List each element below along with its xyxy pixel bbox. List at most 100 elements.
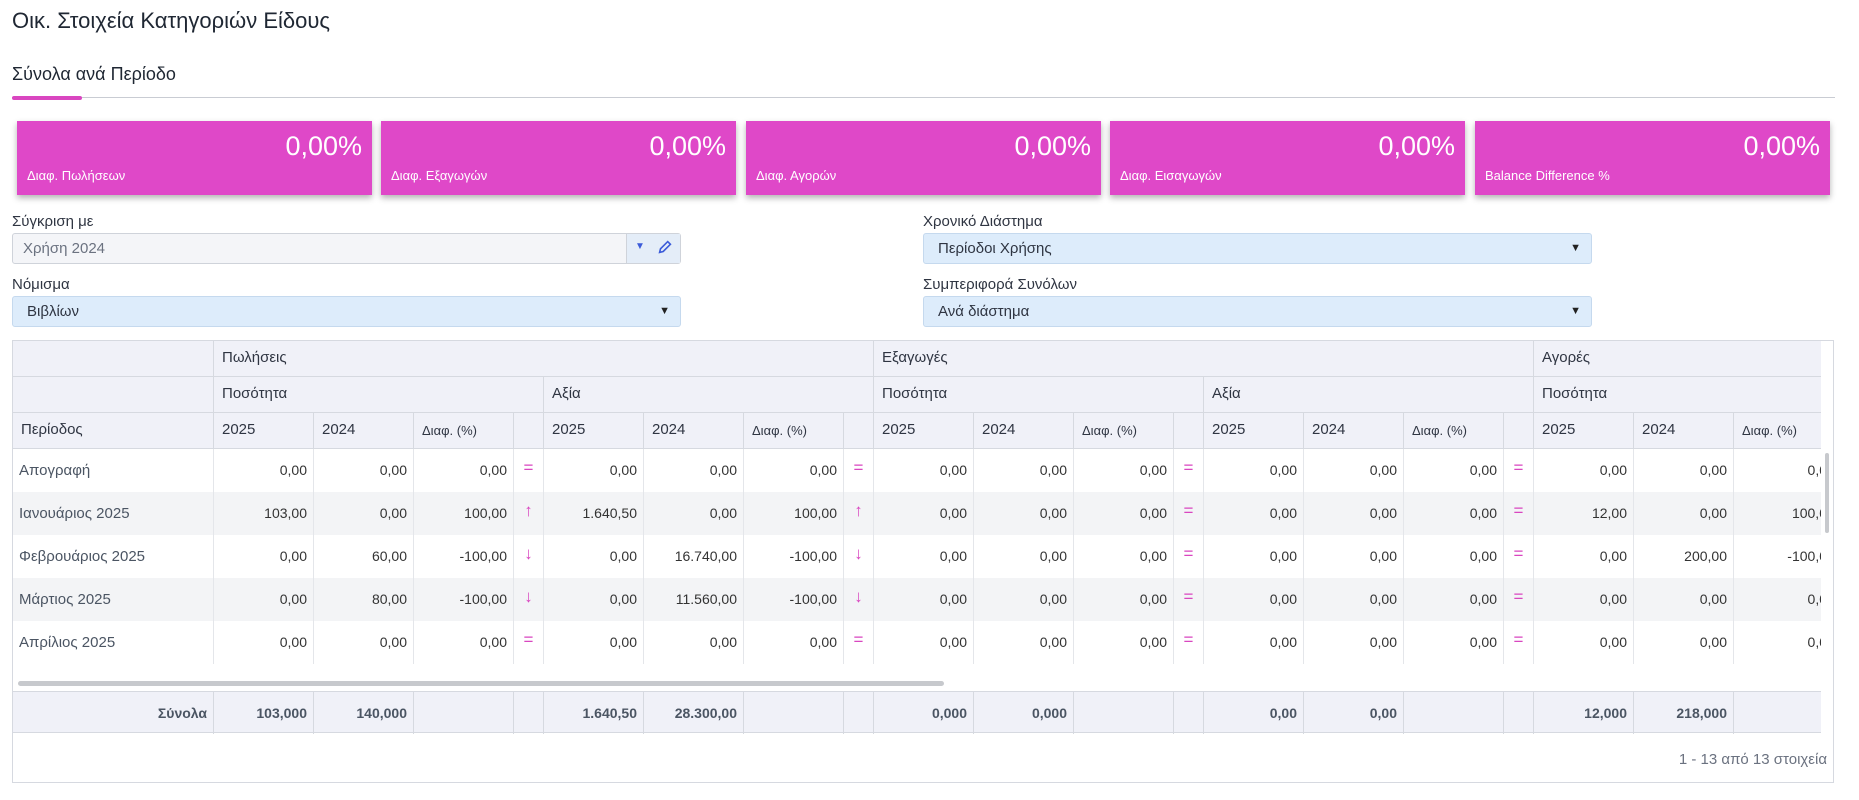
totals-label: Σύνολα bbox=[157, 705, 207, 721]
table-cell: -100,00 bbox=[743, 535, 843, 578]
totals-cell: 0,00 bbox=[1203, 692, 1303, 734]
header-year-current[interactable]: 2025 bbox=[213, 413, 313, 449]
header-diff-label[interactable]: Διαφ. (%) bbox=[1073, 413, 1173, 449]
table-cell: 0,00 bbox=[1073, 449, 1173, 492]
table-cell: 0,00 bbox=[313, 492, 413, 535]
table-cell: 0,00 bbox=[1633, 449, 1733, 492]
table-cell: 0,00 bbox=[1073, 535, 1173, 578]
header-indicator bbox=[1503, 413, 1533, 449]
tab-bar: Σύνολα ανά Περίοδο bbox=[12, 60, 1835, 100]
header-diff-label[interactable]: Διαφ. (%) bbox=[1733, 413, 1833, 449]
header-year-previous[interactable]: 2024 bbox=[643, 413, 743, 449]
table-cell: 0,0 bbox=[1733, 578, 1821, 621]
table-cell: 0,00 bbox=[1633, 492, 1733, 535]
tab-totals-per-period[interactable]: Σύνολα ανά Περίοδο bbox=[12, 64, 176, 84]
table-cell: 0,00 bbox=[1073, 492, 1173, 535]
table-cell: 100,0 bbox=[1733, 492, 1821, 535]
table-cell: 0,00 bbox=[1403, 535, 1503, 578]
table-cell: 0,00 bbox=[1403, 578, 1503, 621]
header-diff-label[interactable]: Διαφ. (%) bbox=[743, 413, 843, 449]
table-cell: 0,00 bbox=[873, 578, 973, 621]
table-cell: 0,00 bbox=[1303, 535, 1403, 578]
table-row[interactable]: Φεβρουάριος 2025 0,00 60,00 -100,00 ↓ 0,00 16.… bbox=[13, 535, 1821, 578]
header-indicator bbox=[513, 413, 543, 449]
totals-cell: 28.300,00 bbox=[643, 692, 743, 734]
period-select[interactable]: Περίοδοι Χρήσης ▼ bbox=[923, 233, 1592, 264]
table-row[interactable]: Απογραφή 0,00 0,00 0,00 = 0,00 0,00 0,00 = 0,00 0,… bbox=[13, 449, 1821, 492]
table-cell: 0,0 bbox=[1733, 621, 1821, 664]
horizontal-scrollbar[interactable] bbox=[18, 681, 944, 686]
header-year-previous[interactable]: 2024 bbox=[1303, 413, 1403, 449]
equal-icon: = bbox=[1503, 578, 1533, 621]
table-cell: 0,00 bbox=[643, 449, 743, 492]
totals-behavior-select[interactable]: Ανά διάστημα ▼ bbox=[923, 296, 1592, 327]
kpi-value: 0,00% bbox=[1378, 131, 1455, 161]
arrow-down-icon: ↓ bbox=[513, 535, 543, 578]
table-cell: 0,00 bbox=[973, 449, 1073, 492]
header-exports-value: Αξία bbox=[1203, 377, 1533, 413]
table-cell: 0,00 bbox=[1303, 621, 1403, 664]
table-cell: 0,00 bbox=[1073, 621, 1173, 664]
table-cell: 0,00 bbox=[313, 621, 413, 664]
table-cell: -100,00 bbox=[413, 578, 513, 621]
table-cell: 0,0 bbox=[1733, 449, 1821, 492]
header-year-current[interactable]: 2025 bbox=[1533, 413, 1633, 449]
header-year-current[interactable]: 2025 bbox=[543, 413, 643, 449]
dropdown-triangle-icon[interactable]: ▼ bbox=[635, 241, 645, 252]
header-year-previous[interactable]: 2024 bbox=[313, 413, 413, 449]
table-cell: 11.560,00 bbox=[643, 578, 743, 621]
table-cell: 12,00 bbox=[1533, 492, 1633, 535]
table-cell: 0,00 bbox=[1533, 535, 1633, 578]
table-cell: 0,00 bbox=[1633, 578, 1733, 621]
equal-icon: = bbox=[1173, 492, 1203, 535]
currency-value: Βιβλίων bbox=[27, 303, 80, 320]
compare-combobox[interactable]: Χρήση 2024 ▼ bbox=[12, 233, 681, 264]
table-cell: 0,00 bbox=[1403, 621, 1503, 664]
vertical-scrollbar[interactable] bbox=[1825, 453, 1829, 533]
header-row-groups: Πωλήσεις Εξαγωγές Αγορές bbox=[13, 341, 1821, 377]
header-year-current[interactable]: 2025 bbox=[873, 413, 973, 449]
kpi-label: Διαφ. Εισαγωγών bbox=[1120, 168, 1222, 183]
table-row[interactable]: Ιανουάριος 2025 103,00 0,00 100,00 ↑ 1.640,50… bbox=[13, 492, 1821, 535]
header-year-current[interactable]: 2025 bbox=[1203, 413, 1303, 449]
equal-icon: = bbox=[1173, 449, 1203, 492]
kpi-tile-exports-diff: 0,00% Διαφ. Εξαγωγών bbox=[381, 121, 736, 195]
header-group-purchases: Αγορές bbox=[1533, 341, 1821, 377]
equal-icon: = bbox=[1173, 621, 1203, 664]
header-period[interactable]: Περίοδος bbox=[21, 421, 83, 438]
totals-cell: 0,00 bbox=[1303, 692, 1403, 734]
table-cell: -100,0 bbox=[1733, 535, 1821, 578]
equal-icon: = bbox=[1503, 449, 1533, 492]
kpi-value: 0,00% bbox=[285, 131, 362, 161]
currency-select[interactable]: Βιβλίων ▼ bbox=[12, 296, 681, 327]
table-cell: -100,00 bbox=[743, 578, 843, 621]
table-row[interactable]: Μάρτιος 2025 0,00 80,00 -100,00 ↓ 0,00 11.560,… bbox=[13, 578, 1821, 621]
arrow-down-icon: ↓ bbox=[843, 578, 873, 621]
totals-behavior-label: Συμπεριφορά Συνόλων bbox=[923, 276, 1077, 293]
table-cell: 0,00 bbox=[1303, 578, 1403, 621]
arrow-down-icon: ↓ bbox=[843, 535, 873, 578]
pencil-icon[interactable] bbox=[656, 238, 674, 256]
table-cell: 100,00 bbox=[743, 492, 843, 535]
header-year-previous[interactable]: 2024 bbox=[1633, 413, 1733, 449]
equal-icon: = bbox=[513, 449, 543, 492]
equal-icon: = bbox=[1503, 492, 1533, 535]
row-period: Φεβρουάριος 2025 bbox=[19, 548, 146, 565]
row-period: Απρίλιος 2025 bbox=[19, 634, 116, 651]
table-row[interactable]: Απρίλιος 2025 0,00 0,00 0,00 = 0,00 0,00 0,00 = 0… bbox=[13, 621, 1821, 664]
data-grid: Πωλήσεις Εξαγωγές Αγορές Ποσότητα Αξία Π… bbox=[12, 340, 1834, 783]
header-diff-label[interactable]: Διαφ. (%) bbox=[1403, 413, 1503, 449]
arrow-up-icon: ↑ bbox=[513, 492, 543, 535]
table-cell: 0,00 bbox=[213, 621, 313, 664]
grid-body[interactable]: Απογραφή 0,00 0,00 0,00 = 0,00 0,00 0,00 = 0,00 0,… bbox=[13, 449, 1821, 664]
totals-cell bbox=[1733, 692, 1833, 734]
table-cell: 0,00 bbox=[1533, 621, 1633, 664]
table-cell: 0,00 bbox=[543, 535, 643, 578]
header-diff-label[interactable]: Διαφ. (%) bbox=[413, 413, 513, 449]
table-cell: 103,00 bbox=[213, 492, 313, 535]
table-cell: 0,00 bbox=[1303, 492, 1403, 535]
header-year-previous[interactable]: 2024 bbox=[973, 413, 1073, 449]
table-cell: 200,00 bbox=[1633, 535, 1733, 578]
tab-active-indicator bbox=[12, 96, 82, 100]
kpi-label: Διαφ. Αγορών bbox=[756, 168, 837, 183]
